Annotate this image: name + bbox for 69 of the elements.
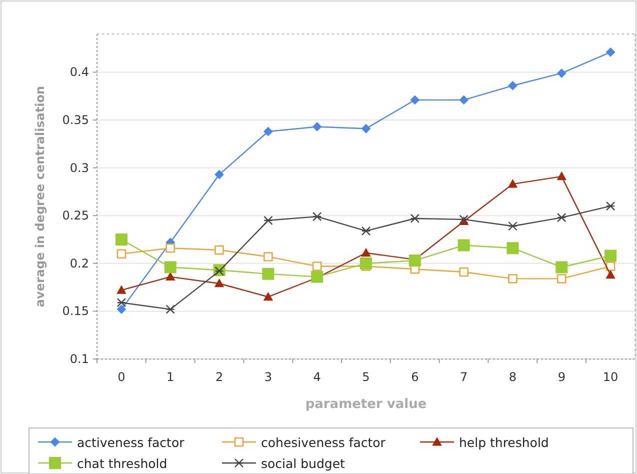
x-axis-title: parameter value — [305, 397, 427, 412]
point — [164, 261, 176, 274]
y-axis-title: average in degree centralisation — [33, 86, 47, 308]
point — [214, 170, 224, 180]
point — [360, 257, 372, 270]
point — [362, 248, 370, 257]
point — [508, 81, 518, 90]
legend-label: chat threshold — [77, 456, 168, 471]
point — [166, 244, 175, 253]
point — [408, 254, 421, 267]
point — [506, 242, 519, 254]
x-tick-label: 5 — [362, 370, 370, 384]
point — [361, 226, 371, 236]
legend-label: activeness factor — [77, 435, 186, 450]
point — [459, 267, 468, 277]
point — [604, 250, 617, 262]
y-tick-label: 0.4 — [70, 65, 89, 80]
point — [606, 48, 616, 57]
legend-label: cohesiveness factor — [261, 435, 386, 450]
point — [508, 274, 518, 284]
point — [410, 214, 420, 224]
point — [264, 252, 273, 262]
point — [312, 262, 322, 271]
point — [557, 212, 566, 222]
x-tick-label: 0 — [118, 370, 126, 384]
point — [166, 272, 175, 280]
point — [264, 127, 273, 136]
point — [459, 95, 468, 104]
point — [312, 122, 322, 132]
legend-label: help threshold — [459, 435, 549, 450]
point — [508, 222, 518, 231]
x-tick-label: 3 — [264, 370, 272, 384]
point — [557, 274, 566, 284]
point — [508, 180, 518, 188]
point — [116, 298, 126, 308]
point — [116, 249, 126, 258]
point — [264, 216, 273, 225]
x-tick-label: 6 — [411, 370, 419, 384]
x-tick-label: 1 — [166, 370, 174, 384]
x-tick-label: 4 — [313, 370, 321, 384]
x-tick-label: 7 — [460, 370, 468, 384]
point — [557, 172, 566, 180]
point — [557, 68, 566, 78]
x-tick-label: 10 — [602, 370, 618, 384]
point — [410, 95, 420, 104]
y-tick-label: 0.15 — [62, 304, 89, 318]
point — [458, 239, 470, 252]
point — [262, 268, 274, 280]
y-tick-label: 0.3 — [70, 160, 89, 175]
point — [264, 292, 273, 301]
point — [606, 201, 616, 211]
y-tick-label: 0.1 — [70, 352, 89, 366]
x-tick-label: 8 — [508, 370, 517, 384]
point — [116, 286, 126, 294]
point — [214, 245, 224, 255]
x-tick-label: 9 — [558, 370, 566, 384]
x-tick-label: 2 — [215, 370, 224, 384]
y-tick-label: 0.35 — [62, 113, 89, 128]
point — [116, 304, 126, 314]
y-tick-label: 0.2 — [70, 256, 89, 270]
legend-label: social budget — [261, 456, 346, 471]
point — [115, 234, 128, 246]
point — [362, 124, 370, 134]
point — [556, 261, 568, 274]
point — [166, 304, 175, 314]
point — [312, 212, 322, 222]
point — [606, 270, 616, 279]
y-tick-label: 0.25 — [62, 208, 89, 223]
point — [214, 278, 224, 288]
